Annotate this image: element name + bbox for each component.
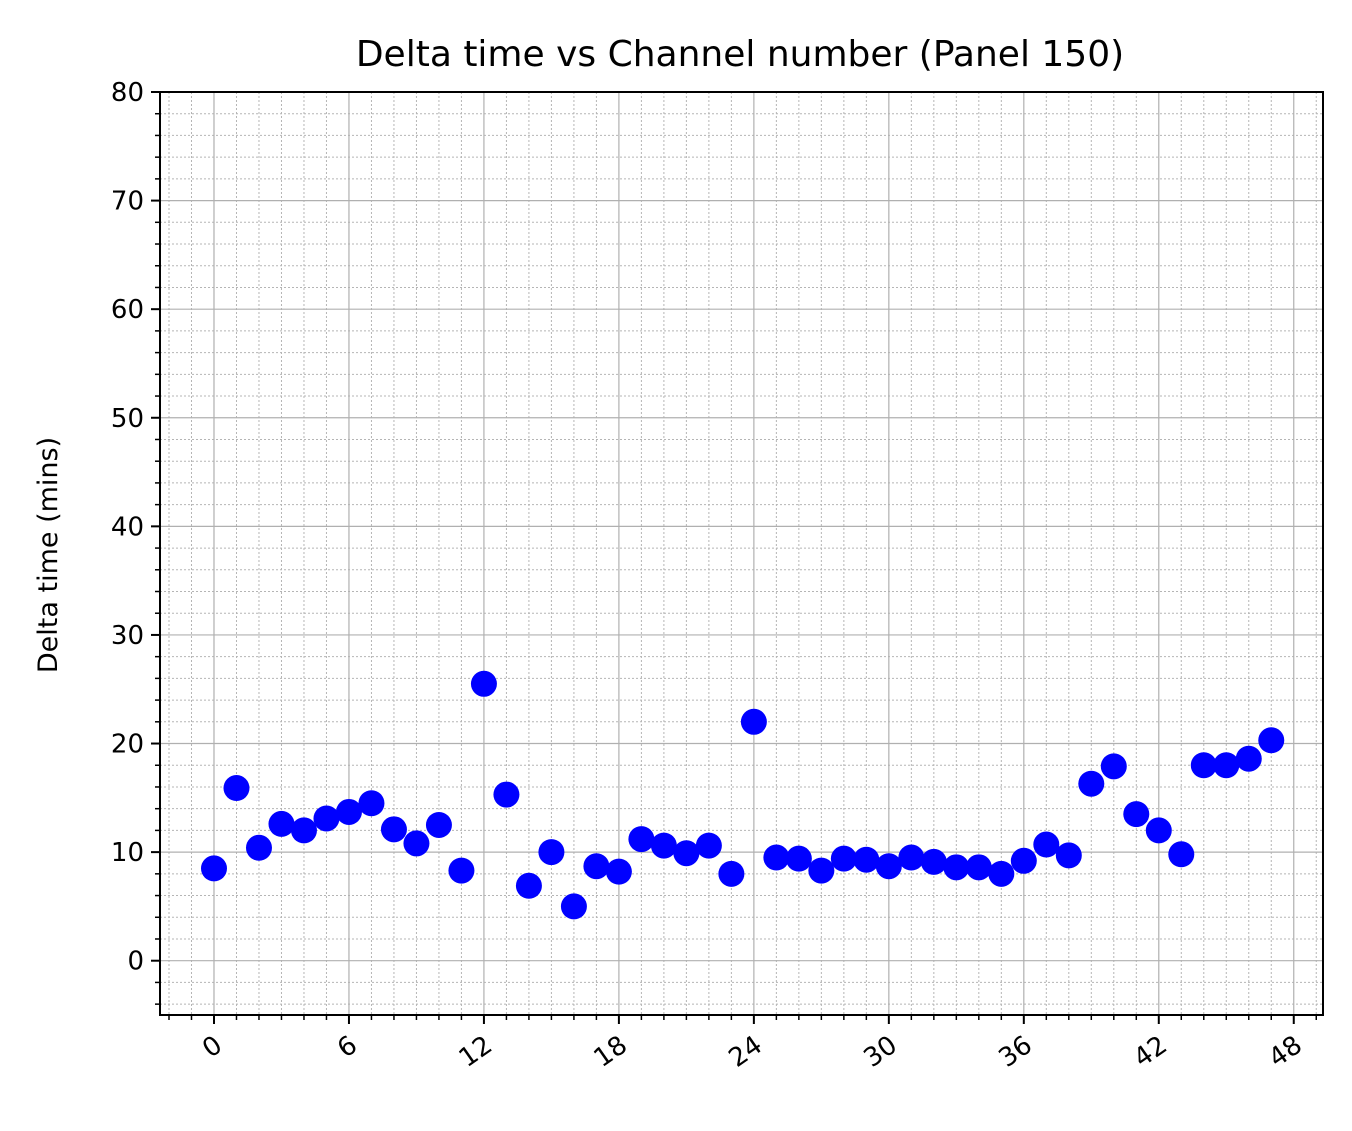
data-point — [605, 858, 632, 885]
data-point — [1123, 801, 1150, 828]
data-point — [335, 798, 362, 825]
y-tick-label: 50 — [111, 404, 144, 434]
data-point — [1033, 831, 1060, 858]
data-point — [1213, 752, 1240, 779]
data-point — [763, 844, 790, 871]
data-point — [650, 832, 677, 859]
data-point — [853, 846, 880, 873]
data-point — [920, 848, 947, 875]
data-point — [1100, 753, 1127, 780]
y-tick-label: 20 — [111, 730, 144, 760]
data-point — [1145, 817, 1172, 844]
data-point — [1190, 752, 1217, 779]
data-point — [1055, 842, 1082, 869]
chart-title: Delta time vs Channel number (Panel 150) — [356, 34, 1124, 75]
data-point — [830, 845, 857, 872]
data-point — [313, 805, 340, 832]
data-point — [268, 810, 295, 837]
data-point — [403, 830, 430, 857]
y-tick-label: 10 — [111, 838, 144, 868]
data-points — [200, 670, 1285, 920]
data-point — [245, 834, 272, 861]
data-point — [223, 775, 250, 802]
data-point — [1235, 745, 1262, 772]
data-point — [718, 860, 745, 887]
data-point — [628, 826, 655, 853]
data-point — [1168, 841, 1195, 868]
data-point — [673, 840, 700, 867]
data-point — [1258, 727, 1285, 754]
data-point — [380, 816, 407, 843]
data-point — [785, 845, 812, 872]
data-point — [448, 857, 475, 884]
y-axis-label: Delta time (mins) — [33, 437, 64, 673]
data-point — [965, 854, 992, 881]
data-point — [808, 857, 835, 884]
data-point — [875, 853, 902, 880]
y-tick-label: 80 — [111, 78, 144, 108]
data-point — [1010, 847, 1037, 874]
data-point — [1078, 770, 1105, 797]
plot-frame — [159, 91, 1324, 1016]
data-point — [470, 670, 497, 697]
data-point — [560, 893, 587, 920]
data-point — [740, 708, 767, 735]
data-point — [425, 811, 452, 838]
data-point — [200, 855, 227, 882]
data-point — [493, 781, 520, 808]
y-tick-label: 0 — [127, 947, 144, 977]
y-tick-label: 40 — [111, 512, 144, 542]
data-point — [358, 790, 385, 817]
data-point — [943, 854, 970, 881]
data-point — [290, 817, 317, 844]
data-point — [515, 872, 542, 899]
data-point — [583, 853, 610, 880]
data-point — [538, 839, 565, 866]
data-point — [898, 844, 925, 871]
y-tick-label: 70 — [111, 187, 144, 217]
data-point — [988, 860, 1015, 887]
y-tick-label: 30 — [111, 621, 144, 651]
y-tick-label: 60 — [111, 295, 144, 325]
data-point — [695, 832, 722, 859]
